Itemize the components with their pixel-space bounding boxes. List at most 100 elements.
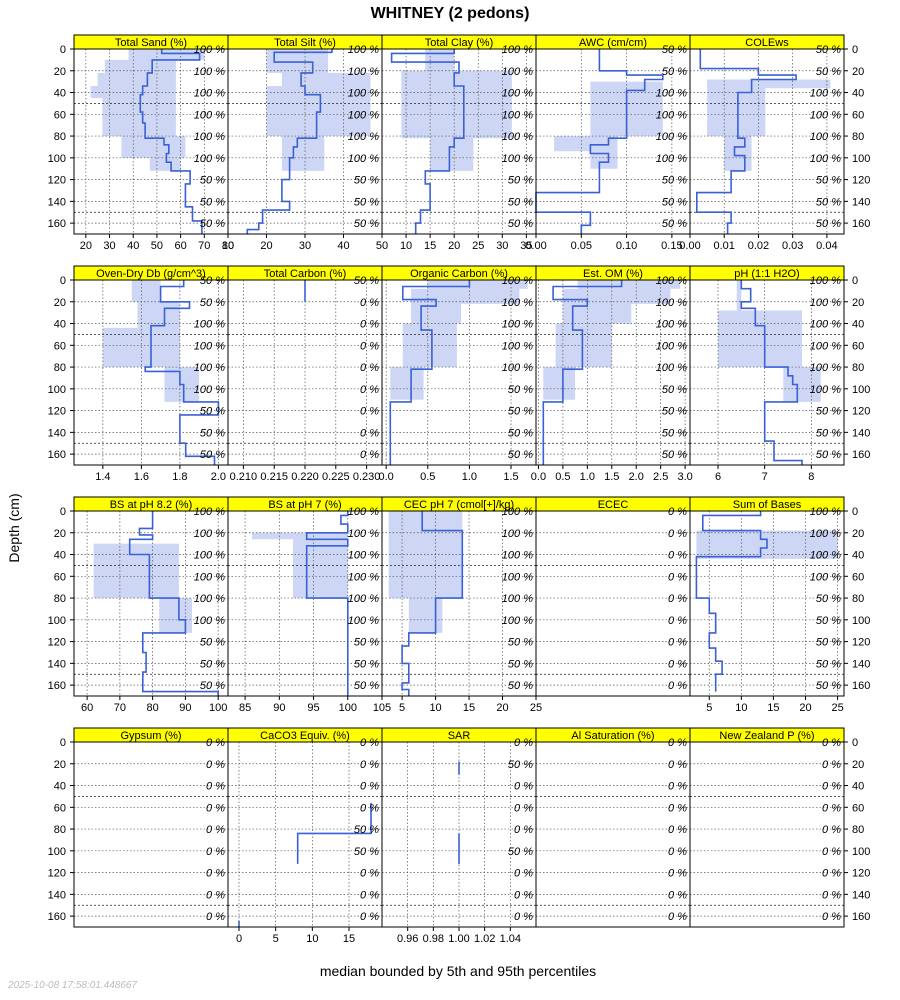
median-line	[128, 511, 219, 696]
depth-tick-label-left: 160	[48, 680, 66, 692]
pct-contributing-label: 0 %	[360, 384, 379, 396]
pct-contributing-label: 50 %	[816, 658, 841, 670]
x-tick-label: 50	[151, 240, 163, 252]
depth-tick-label-left: 100	[48, 846, 66, 858]
median-line	[535, 49, 664, 234]
pct-contributing-label: 0 %	[360, 319, 379, 331]
panel-3: Total Clay (%) 100 % 100 % 100 % 100 % 100 % 1…	[381, 34, 537, 252]
pct-contributing-label: 50 %	[816, 593, 841, 605]
pct-contributing-label: 0 %	[668, 846, 687, 858]
x-tick-label: 60	[174, 240, 186, 252]
median-line	[542, 280, 623, 465]
pct-contributing-label: 0 %	[360, 911, 379, 923]
pct-contributing-label: 50 %	[354, 175, 379, 187]
pct-contributing-label: 50 %	[662, 196, 687, 208]
pct-contributing-label: 0 %	[668, 550, 687, 562]
panel-strip-label: SAR	[448, 730, 471, 742]
pct-contributing-label: 100 %	[348, 88, 379, 100]
x-tick-label: 100	[209, 702, 227, 714]
pct-contributing-label: 100 %	[656, 131, 687, 143]
pct-contributing-label: 100 %	[656, 319, 687, 331]
pct-contributing-label: 0 %	[360, 406, 379, 418]
pct-contributing-label: 100 %	[348, 153, 379, 165]
pct-contributing-label: 50 %	[816, 615, 841, 627]
pct-contributing-label: 50 %	[200, 680, 225, 692]
pct-contributing-label: 100 %	[348, 506, 379, 518]
depth-tick-label-left: 0	[60, 275, 66, 287]
pct-contributing-label: 100 %	[194, 506, 225, 518]
depth-tick-label-right: 0	[852, 506, 858, 518]
depth-tick-label-right: 20	[852, 528, 864, 540]
depth-tick-label-right: 140	[852, 658, 870, 670]
pct-contributing-label: 0 %	[668, 637, 687, 649]
depth-tick-label-right: 80	[852, 824, 864, 836]
pct-contributing-label: 0 %	[668, 571, 687, 583]
x-tick-label: 2.0	[211, 471, 226, 483]
pct-contributing-label: 0 %	[668, 658, 687, 670]
panel-frame	[689, 48, 845, 235]
pct-contributing-label: 50 %	[200, 297, 225, 309]
pct-contributing-label: 50 %	[662, 384, 687, 396]
x-tick-label: 1.04	[500, 933, 521, 945]
depth-tick-label-right: 60	[852, 340, 864, 352]
depth-tick-label-left: 100	[48, 384, 66, 396]
x-tick-label: 10	[735, 702, 747, 714]
panel-strip-label: COLEws	[745, 37, 789, 49]
depth-tick-label-right: 120	[852, 175, 870, 187]
median-line	[695, 511, 768, 692]
pct-contributing-label: 100 %	[194, 571, 225, 583]
pct-contributing-label: 50 %	[354, 658, 379, 670]
depth-tick-label-right: 120	[852, 868, 870, 880]
percentile-band	[90, 49, 205, 171]
depth-tick-label-left: 140	[48, 658, 66, 670]
pct-contributing-label: 0 %	[360, 759, 379, 771]
pct-contributing-label: 100 %	[194, 593, 225, 605]
x-tick-label: 25	[530, 702, 542, 714]
x-tick-label: 0.215	[260, 471, 288, 483]
pct-contributing-label: 50 %	[354, 196, 379, 208]
pct-contributing-label: 0 %	[668, 781, 687, 793]
x-tick-label: 40	[127, 240, 139, 252]
pct-contributing-label: 0 %	[822, 846, 841, 858]
pct-contributing-label: 100 %	[656, 275, 687, 287]
panel-strip-label: pH (1:1 H2O)	[734, 268, 799, 280]
pct-contributing-label: 50 %	[200, 637, 225, 649]
x-tick-label: 5	[399, 702, 405, 714]
x-tick-label: 1.5	[503, 471, 518, 483]
depth-tick-label-right: 20	[852, 759, 864, 771]
pct-contributing-label: 100 %	[810, 109, 841, 121]
pct-contributing-label: 100 %	[502, 528, 533, 540]
x-tick-label: 15	[343, 933, 355, 945]
percentile-band	[93, 511, 192, 633]
panel-strip-label: Al Saturation (%)	[571, 730, 654, 742]
pct-contributing-label: 100 %	[348, 44, 379, 56]
panel-area	[536, 511, 690, 696]
pct-contributing-label: 50 %	[200, 196, 225, 208]
percentile-band	[390, 280, 528, 400]
pct-contributing-label: 0 %	[822, 824, 841, 836]
x-tick-label: 0.00	[525, 240, 546, 252]
depth-tick-label-right: 20	[852, 297, 864, 309]
pct-contributing-label: 100 %	[810, 131, 841, 143]
pct-contributing-label: 50 %	[200, 449, 225, 461]
x-tick-label: 10	[429, 702, 441, 714]
pct-contributing-label: 100 %	[348, 571, 379, 583]
pct-contributing-label: 100 %	[810, 528, 841, 540]
depth-tick-label-right: 0	[852, 737, 858, 749]
x-tick-label: 1.0	[462, 471, 477, 483]
depth-tick-label-left: 140	[48, 196, 66, 208]
depth-tick-label-left: 20	[54, 66, 66, 78]
pct-contributing-label: 0 %	[360, 297, 379, 309]
depth-tick-label-right: 160	[852, 911, 870, 923]
panel-strip-label: CEC pH 7 (cmol[+]/kg)	[404, 499, 514, 511]
x-tick-label: 80	[222, 240, 234, 252]
pct-contributing-label: 50 %	[816, 449, 841, 461]
pct-contributing-label: 100 %	[194, 340, 225, 352]
pct-contributing-label: 50 %	[354, 218, 379, 230]
depth-tick-label-left: 60	[54, 571, 66, 583]
pct-contributing-label: 50 %	[508, 406, 533, 418]
pct-contributing-label: 50 %	[508, 449, 533, 461]
x-axis-caption: median bounded by 5th and 95th percentil…	[319, 963, 597, 979]
pct-contributing-label: 0 %	[206, 737, 225, 749]
pct-contributing-label: 0 %	[668, 759, 687, 771]
